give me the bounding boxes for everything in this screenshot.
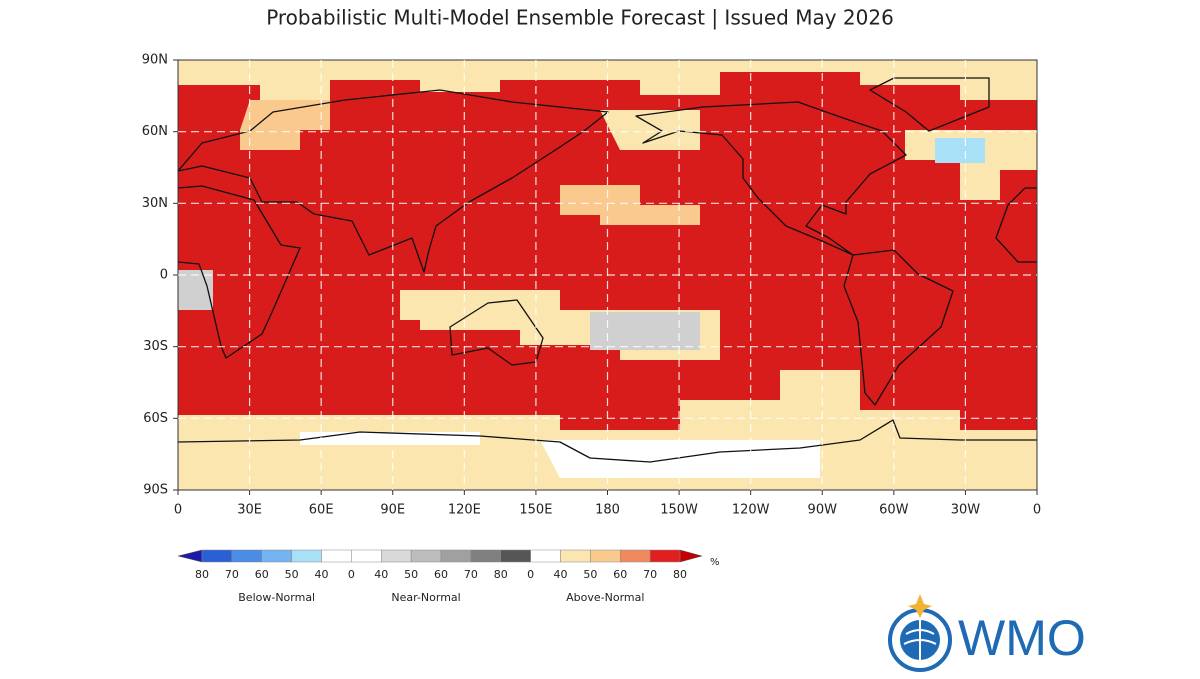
field-patch (540, 440, 820, 478)
colorbar-label: 50 (404, 568, 418, 581)
lon-tick-label: 120W (732, 503, 770, 518)
field-patch (300, 432, 480, 445)
colorbar-box (381, 549, 412, 563)
colorbar-label: 80 (673, 568, 687, 581)
colorbar-box (590, 549, 621, 563)
field-patch (240, 100, 330, 150)
field-patch (935, 138, 985, 163)
colorbar-box (500, 549, 531, 563)
lat-tick-label: 0 (160, 268, 168, 283)
logo-text: WMO (958, 610, 1086, 666)
colorbar-label: 70 (464, 568, 478, 581)
lon-tick-label: 180 (595, 503, 620, 518)
colorbar-label: 50 (583, 568, 597, 581)
category-label: Above-Normal (566, 591, 644, 604)
lat-tick-label: 90N (142, 53, 168, 68)
colorbar-box (410, 549, 442, 563)
colorbar-box (620, 549, 651, 563)
colorbar-label: 80 (494, 568, 508, 581)
colorbar-label: 60 (255, 568, 269, 581)
lat-tick-label: 60S (143, 411, 168, 426)
colorbar-label: 70 (225, 568, 239, 581)
lon-tick-label: 60W (879, 503, 909, 518)
emblem-star (908, 594, 932, 618)
colorbar-box (351, 549, 382, 563)
colorbar-box (530, 549, 561, 563)
colorbar-label: 60 (434, 568, 448, 581)
colorbar-box (291, 549, 322, 563)
colorbar-box (201, 549, 233, 563)
lon-tick-label: 150W (660, 503, 698, 518)
lon-tick-label: 90E (380, 503, 405, 518)
colorbar-low (177, 549, 203, 563)
field-patch (600, 110, 700, 150)
lat-tick-label: 30N (142, 196, 168, 211)
field-patch (560, 185, 700, 225)
lon-tick-label: 30E (237, 503, 262, 518)
colorbar-label: 40 (374, 568, 388, 581)
lat-tick-label: 90S (143, 483, 168, 498)
colorbar-label: 40 (315, 568, 329, 581)
colorbar-box (261, 549, 292, 563)
lat-tick-label: 60N (142, 124, 168, 139)
colorbar-box (649, 549, 681, 563)
lon-tick-label: 60E (309, 503, 334, 518)
colorbar-high (679, 549, 703, 563)
lon-tick-label: 150E (519, 503, 552, 518)
coastline (178, 419, 1037, 463)
lon-tick-label: 120E (448, 503, 481, 518)
colorbar-label: 40 (554, 568, 568, 581)
lat-tick-label: 30S (143, 339, 168, 354)
colorbar-label: 60 (613, 568, 627, 581)
colorbar-label: 70 (643, 568, 657, 581)
coastline (178, 89, 609, 273)
colorbar-label: 0 (527, 568, 534, 581)
lon-tick-label: 0 (174, 503, 182, 518)
lon-tick-label: 30W (951, 503, 981, 518)
category-label: Near-Normal (391, 591, 460, 604)
field-patch (178, 270, 213, 310)
colorbar-box (560, 549, 591, 563)
emblem-lines (903, 620, 937, 660)
colorbar-box (440, 549, 472, 563)
coastline (995, 187, 1037, 263)
colorbar-label: 0 (348, 568, 355, 581)
colorbar-label: 80 (195, 568, 209, 581)
colorbar-box (470, 549, 501, 563)
coastline (635, 101, 907, 256)
colorbar-label: 50 (285, 568, 299, 581)
coastline (843, 249, 954, 406)
lon-tick-label: 90W (808, 503, 838, 518)
colorbar-unit: % (710, 557, 720, 568)
logo-emblem (888, 594, 952, 672)
category-label: Below-Normal (238, 591, 315, 604)
title: Probabilistic Multi-Model Ensemble Forec… (266, 6, 894, 30)
lon-tick-label: 0 (1033, 503, 1041, 518)
colorbar-box (321, 549, 352, 563)
coastline (178, 185, 301, 359)
colorbar-box (231, 549, 262, 563)
field-patch (590, 312, 700, 350)
